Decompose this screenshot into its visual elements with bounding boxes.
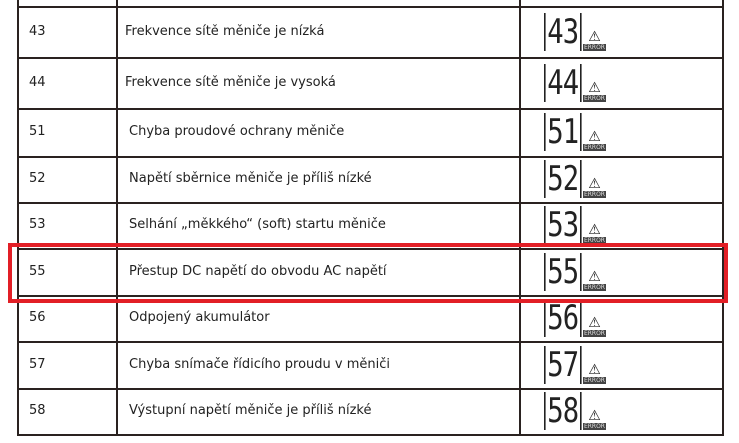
fault-code: 44 — [29, 74, 46, 90]
fault-description: Napětí sběrnice měniče je příliš nízké — [129, 171, 372, 186]
fault-code: 51 — [29, 124, 46, 139]
fault-code: 56 — [29, 310, 46, 325]
table-row: 43 Frekvence sítě měniče je nízká 43 ⚠ ER… — [17, 7, 724, 58]
row-divider — [17, 248, 724, 250]
error-label: ERROR — [582, 43, 606, 51]
lcd-digits: 43 — [544, 12, 582, 51]
table-row: 56 Odpojený akumulátor 56 ⚠ ERROR — [17, 296, 724, 342]
fault-description: Výstupní napětí měniče je příliš nízké — [129, 403, 372, 418]
lcd-error-display: 52 ⚠ ERROR — [544, 160, 606, 198]
fault-description: Odpojený akumulátor — [129, 310, 270, 325]
lcd-digits: 56 — [544, 299, 582, 337]
lcd-digits: 52 — [544, 160, 582, 198]
error-label: ERROR — [582, 237, 606, 244]
lcd-error-display: 44 ⚠ ERROR — [544, 63, 606, 102]
fault-code: 58 — [29, 403, 46, 418]
row-divider — [17, 388, 724, 390]
warning-triangle-icon: ⚠ ERROR — [582, 408, 606, 430]
lcd-error-display: 43 ⚠ ERROR — [544, 12, 606, 51]
table-row: 55 Přestup DC napětí do obvodu AC napětí… — [17, 249, 724, 296]
lcd-error-display: 53 ⚠ ERROR — [544, 206, 606, 244]
table-row: 44 Frekvence sítě měniče je vysoká 44 ⚠ E… — [17, 58, 724, 109]
fault-code: 57 — [29, 356, 46, 372]
row-divider — [17, 202, 724, 204]
lcd-error-display: 56 ⚠ ERROR — [544, 299, 606, 337]
error-label: ERROR — [582, 191, 606, 198]
warning-triangle-icon: ⚠ ERROR — [582, 361, 606, 384]
lcd-error-display: 57 ⚠ ERROR — [544, 345, 606, 384]
fault-description: Chyba snímače řídicího proudu v měniči — [129, 356, 391, 372]
error-label: ERROR — [582, 423, 606, 430]
warning-triangle-icon: ⚠ ERROR — [582, 28, 606, 51]
fault-description: Frekvence sítě měniče je vysoká — [125, 74, 336, 90]
fault-code: 55 — [29, 263, 46, 279]
lcd-digits: 53 — [544, 206, 582, 244]
lcd-error-display: 58 ⚠ ERROR — [544, 392, 606, 430]
error-label: ERROR — [582, 94, 606, 102]
table-row: 57 Chyba snímače řídicího proudu v měnič… — [17, 342, 724, 389]
warning-triangle-icon: ⚠ ERROR — [582, 129, 606, 151]
lcd-digits: 57 — [544, 345, 582, 384]
lcd-digits: 51 — [544, 113, 582, 151]
row-divider — [17, 108, 724, 110]
fault-description: Přestup DC napětí do obvodu AC napětí — [129, 263, 387, 279]
lcd-digits: 55 — [544, 252, 582, 291]
row-divider — [17, 6, 724, 8]
row-divider — [17, 57, 724, 59]
lcd-error-display: 55 ⚠ ERROR — [544, 252, 606, 291]
error-label: ERROR — [582, 283, 606, 291]
warning-triangle-icon: ⚠ ERROR — [582, 268, 606, 291]
fault-code: 52 — [29, 171, 46, 186]
column-divider — [519, 0, 521, 436]
table-row: 52 Napětí sběrnice měniče je příliš nízk… — [17, 157, 724, 203]
fault-code: 53 — [29, 217, 46, 232]
lcd-digits: 58 — [544, 392, 582, 430]
row-divider — [17, 156, 724, 158]
fault-description: Chyba proudové ochrany měniče — [129, 124, 345, 139]
fault-code: 43 — [29, 23, 46, 39]
column-divider — [116, 0, 118, 436]
table-border-left — [17, 0, 19, 436]
error-label: ERROR — [582, 376, 606, 384]
fault-description: Frekvence sítě měniče je nízká — [125, 23, 325, 39]
lcd-error-display: 51 ⚠ ERROR — [544, 113, 606, 151]
warning-triangle-icon: ⚠ ERROR — [582, 315, 606, 337]
row-divider — [17, 341, 724, 343]
row-divider — [17, 295, 724, 297]
highlight-box — [8, 243, 728, 303]
warning-triangle-icon: ⚠ ERROR — [582, 222, 606, 244]
table-row: 58 Výstupní napětí měniče je příliš nízk… — [17, 389, 724, 435]
lcd-digits: 44 — [544, 63, 582, 102]
warning-triangle-icon: ⚠ ERROR — [582, 176, 606, 198]
error-label: ERROR — [582, 144, 606, 151]
error-label: ERROR — [582, 330, 606, 337]
table-row: 51 Chyba proudové ochrany měniče 51 ⚠ ERR… — [17, 109, 724, 157]
fault-description: Selhání „měkkého“ (soft) startu měniče — [129, 217, 386, 232]
warning-triangle-icon: ⚠ ERROR — [582, 79, 606, 102]
table-row: 53 Selhání „měkkého“ (soft) startu měnič… — [17, 203, 724, 249]
row-divider — [17, 434, 724, 436]
table-border-right — [722, 0, 724, 436]
